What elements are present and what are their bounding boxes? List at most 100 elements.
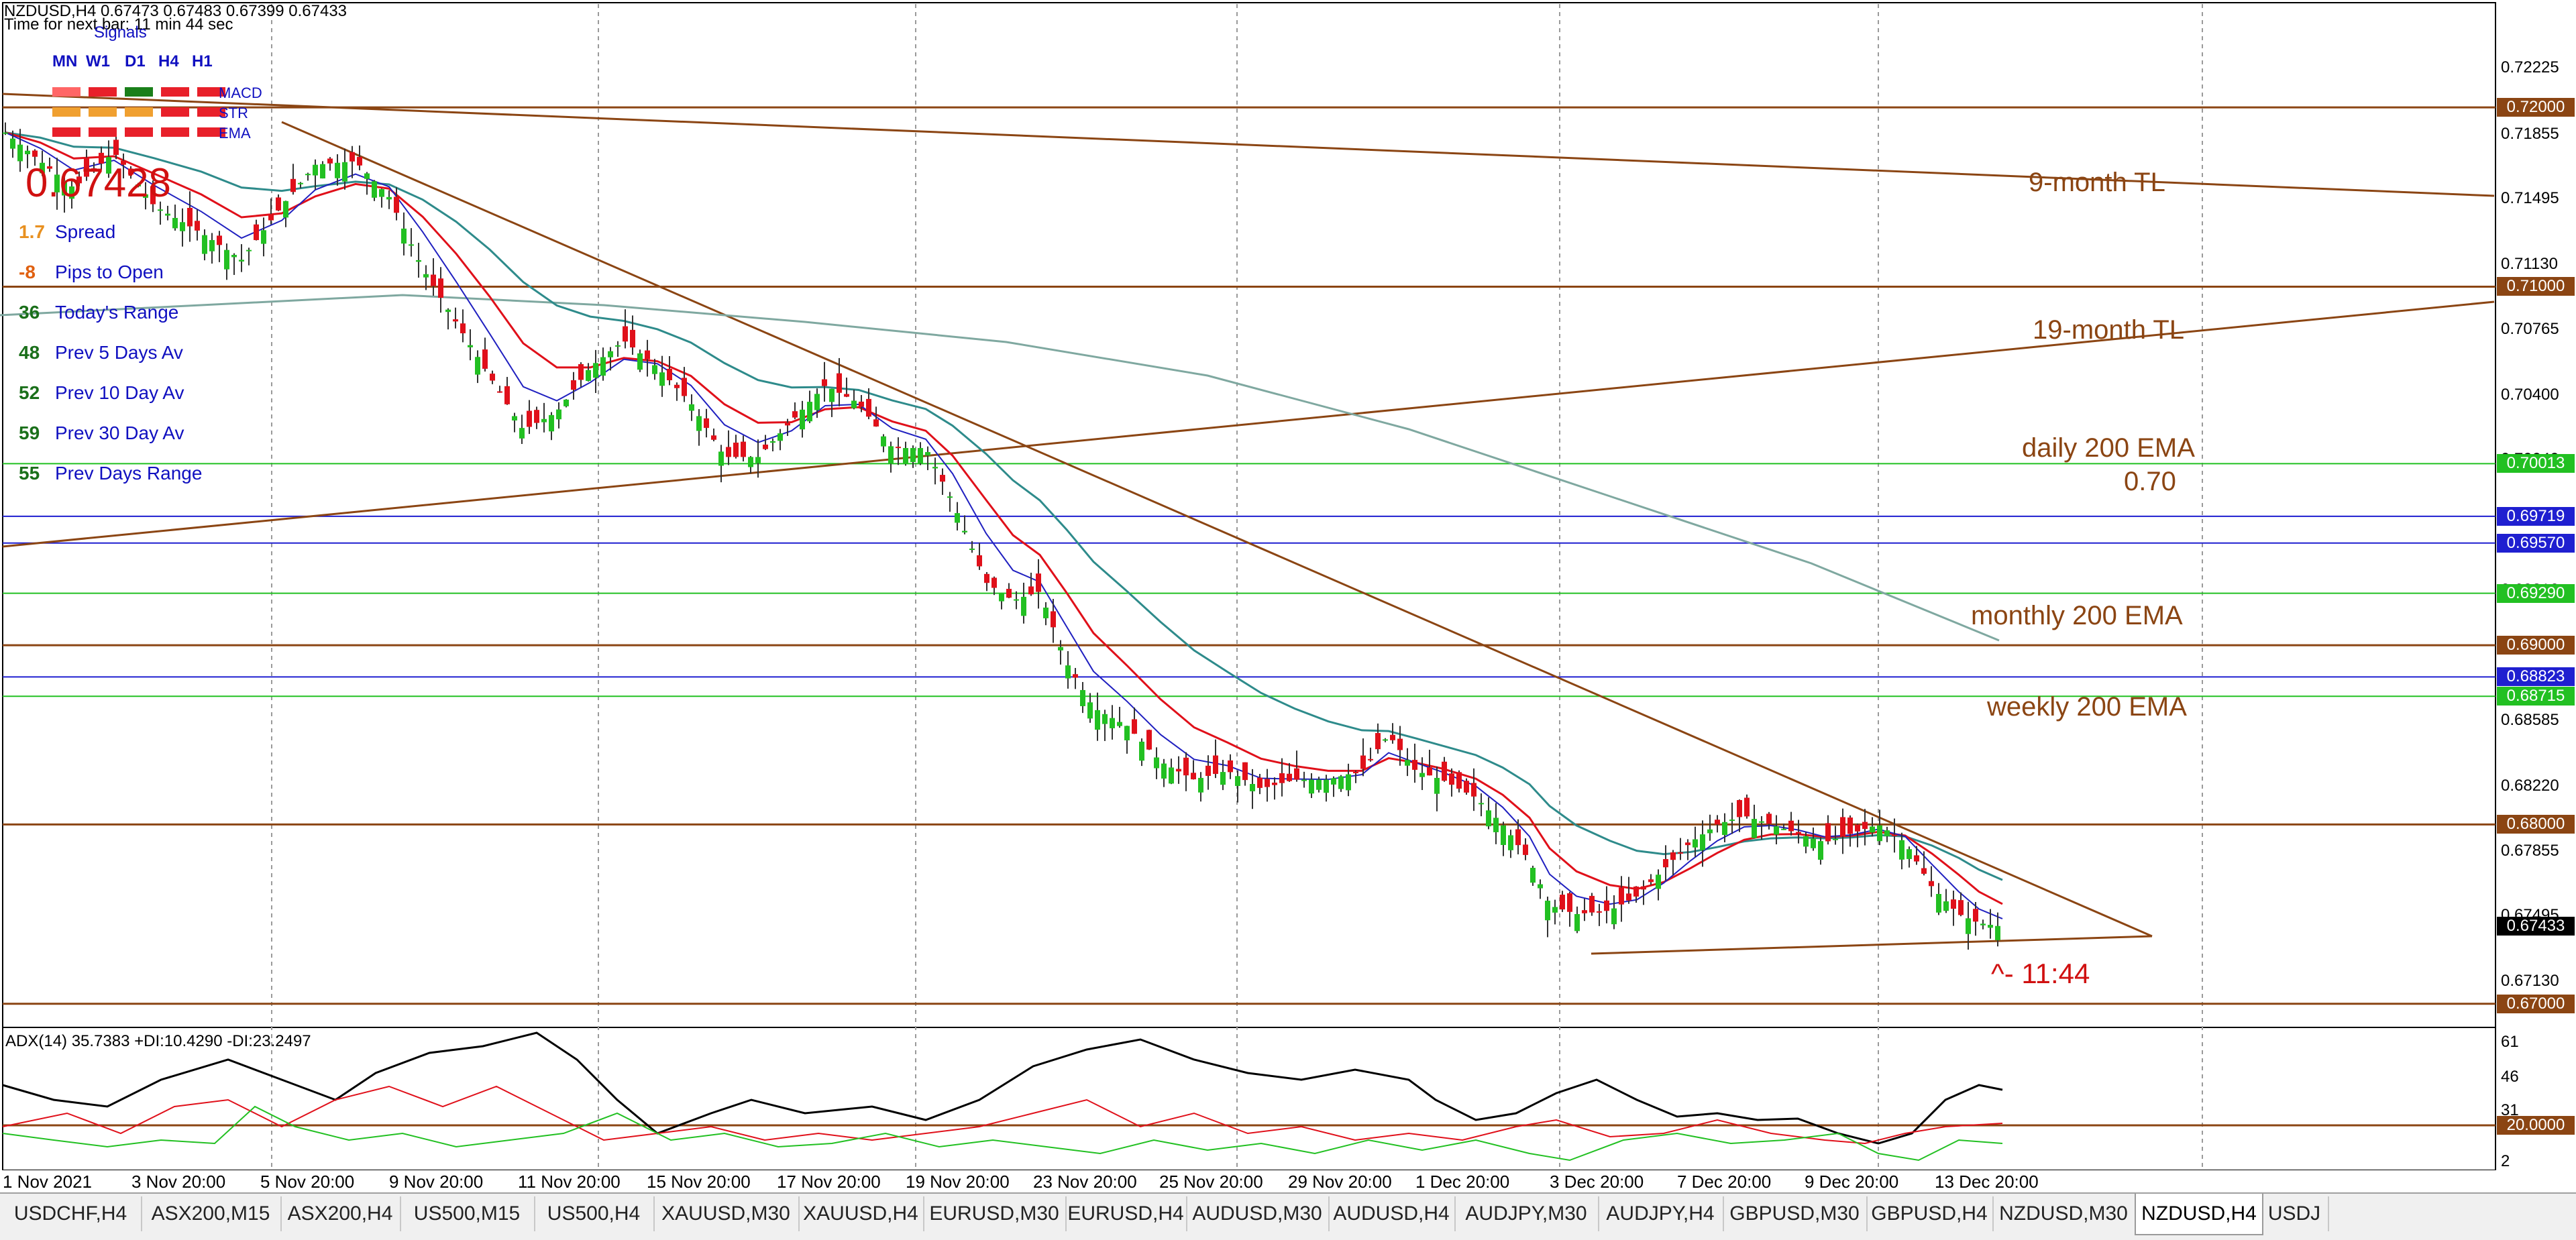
adx-level-tag: 20.0000: [2497, 1116, 2575, 1135]
candle-bull: [372, 181, 377, 198]
candle-bull: [755, 457, 761, 463]
chart-tab[interactable]: GBPUSD,M30: [1723, 1196, 1868, 1231]
chart-tab[interactable]: EURUSD,M30: [923, 1196, 1067, 1231]
candle-bear: [1272, 783, 1277, 785]
candle-bull: [556, 409, 561, 420]
signals-panel: MN W1 D1 H4 H1 MACD STR EMA: [47, 52, 275, 146]
time-axis[interactable]: 1 Nov 2021 3 Nov 20:00 5 Nov 20:00 9 Nov 20…: [0, 1170, 2496, 1192]
candle-bull: [1117, 722, 1122, 726]
candle-bull: [1338, 776, 1344, 789]
candle-bull: [696, 416, 702, 431]
chart-tab[interactable]: ASX200,H4: [280, 1196, 401, 1231]
candle-bull: [246, 249, 252, 251]
chart-tab[interactable]: XAUUSD,M30: [653, 1196, 800, 1231]
chart-tab[interactable]: XAUUSD,H4: [798, 1196, 924, 1231]
time-axis-label: 23 Nov 20:00: [1033, 1172, 1137, 1192]
candle-bear: [682, 378, 687, 396]
price-tag: 0.71000: [2497, 277, 2575, 296]
candle-bear: [1582, 910, 1587, 913]
candle-bear: [1375, 733, 1381, 750]
candle-bear: [99, 152, 104, 164]
candle-bear: [327, 158, 333, 164]
candle-bear: [1006, 589, 1012, 598]
chart-tab[interactable]: US500,H4: [534, 1196, 655, 1231]
candle-bull: [209, 239, 215, 251]
price-axis-label: 0.67130: [2501, 972, 2559, 990]
candle-bear: [726, 447, 731, 457]
adx-axis-label: 46: [2501, 1068, 2519, 1086]
candle-bear: [1353, 772, 1358, 774]
signal-cell: [161, 127, 189, 137]
time-axis-label: 3 Dec 20:00: [1550, 1172, 1644, 1192]
candle-bull: [549, 414, 554, 432]
candle-bull: [1080, 689, 1085, 706]
chart-tab-bar[interactable]: USDCHF,H4 ASX200,M15 ASX200,H4 US500,M15 US5…: [0, 1192, 2576, 1240]
price-chart[interactable]: [0, 0, 2576, 1171]
signal-timeframe-h1: H1: [192, 52, 213, 70]
candle-bear: [1464, 781, 1469, 793]
signal-timeframe-mn: MN: [52, 52, 78, 70]
chart-tab[interactable]: AUDJPY,M30: [1454, 1196, 1599, 1231]
candle-bull: [1405, 760, 1410, 766]
stat-label: Prev 30 Day Av: [55, 422, 184, 443]
candle-bear: [527, 410, 532, 427]
chart-tab[interactable]: NZDUSD,H4: [2135, 1194, 2263, 1235]
candle-bull: [608, 351, 613, 357]
time-axis-label: 3 Nov 20:00: [131, 1172, 226, 1192]
candle-bull: [1383, 739, 1388, 741]
signal-cell: [161, 107, 189, 117]
trendline-descending: [281, 121, 2153, 938]
candle-bull: [512, 416, 517, 421]
time-axis-label: 5 Nov 20:00: [260, 1172, 355, 1192]
chart-tab[interactable]: US500,M15: [400, 1196, 535, 1231]
candle-bull: [519, 428, 525, 439]
candle-bull: [305, 174, 311, 176]
chart-tab[interactable]: NZDUSD,M30: [1992, 1196, 2136, 1231]
chart-area[interactable]: [0, 0, 2576, 1171]
price-axis-label: 0.71130: [2501, 254, 2558, 273]
chart-tab[interactable]: ASX200,M15: [141, 1196, 282, 1231]
chart-tab[interactable]: EURUSD,H4: [1065, 1196, 1187, 1231]
chart-tab[interactable]: AUDUSD,H4: [1328, 1196, 1456, 1231]
candle-bear: [977, 555, 982, 567]
candle-bear: [1633, 886, 1639, 897]
signal-cell: [161, 87, 189, 97]
candle-bull: [342, 162, 347, 182]
candle-bull: [180, 222, 185, 231]
candle-bear: [733, 443, 739, 457]
signals-title: Signals: [94, 23, 147, 42]
time-axis-label: 17 Nov 20:00: [777, 1172, 881, 1192]
candle-bull: [829, 388, 835, 402]
chart-tab[interactable]: AUDUSD,M30: [1186, 1196, 1330, 1231]
time-axis-label: 1 Dec 20:00: [1415, 1172, 1510, 1192]
chart-tab[interactable]: USDCHF,H4: [0, 1196, 142, 1231]
main-panel-frame: [2, 2, 2496, 1028]
candle-bear: [822, 379, 827, 386]
chart-tab[interactable]: USDJ: [2261, 1196, 2329, 1231]
price-tag: 0.68823: [2497, 667, 2575, 687]
candle-bull: [1877, 825, 1882, 842]
candle-bull: [1493, 818, 1499, 832]
candle-bull: [1907, 849, 1912, 859]
signal-timeframe-h4: H4: [158, 52, 179, 70]
candle-bear: [873, 419, 879, 427]
candle-bear: [1191, 773, 1196, 780]
candle-bear: [674, 384, 680, 388]
candle-bull: [1087, 702, 1093, 719]
candle-bear: [1279, 773, 1285, 783]
candle-bull: [1988, 925, 1993, 928]
candle-bear: [1648, 879, 1654, 883]
candle-bull: [910, 448, 916, 463]
candle-bull: [918, 448, 923, 463]
candle-bear: [1604, 900, 1609, 911]
chart-tab[interactable]: AUDJPY,H4: [1598, 1196, 1724, 1231]
candle-bear: [276, 197, 281, 211]
candle-bull: [1870, 826, 1875, 833]
candle-bear: [121, 160, 126, 165]
candle-bear: [84, 157, 89, 177]
candle-bear: [290, 178, 296, 192]
candle-bear: [47, 166, 52, 169]
candle-bull: [1803, 836, 1809, 847]
price-axis-label: 0.70400: [2501, 385, 2559, 404]
chart-tab[interactable]: GBPUSD,H4: [1866, 1196, 1994, 1231]
